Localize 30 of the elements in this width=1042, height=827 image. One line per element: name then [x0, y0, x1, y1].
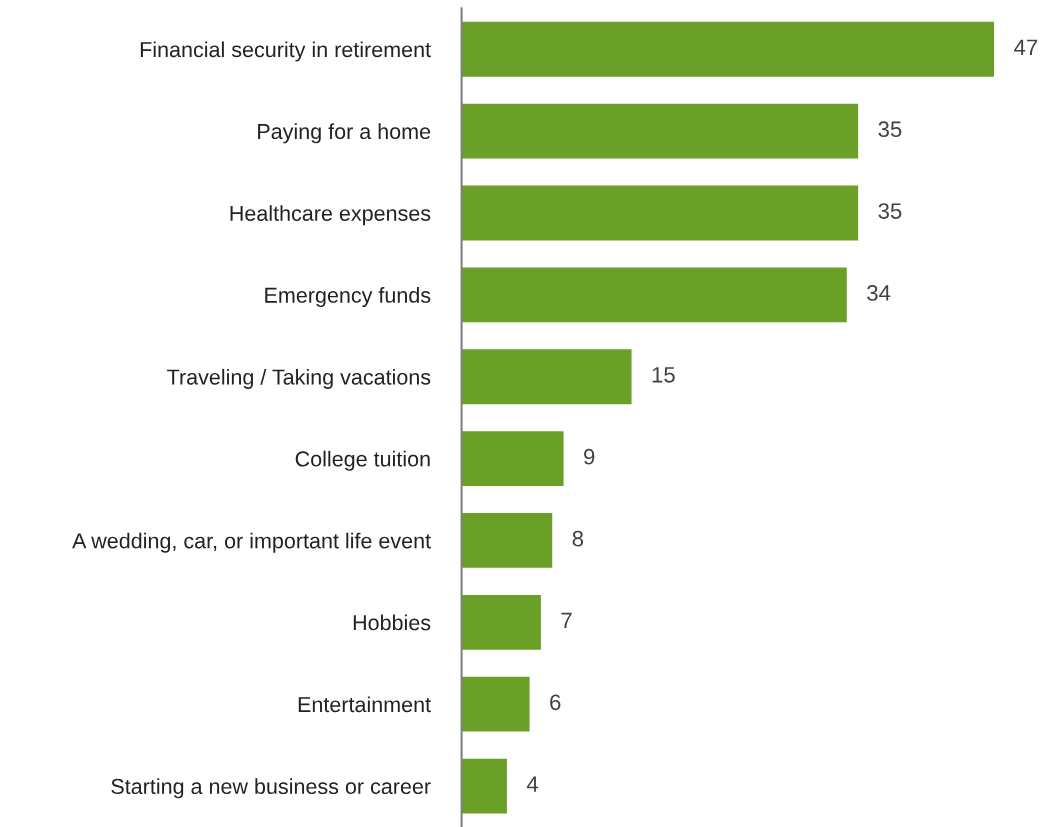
y-tick-label: A wedding, car, or important life event — [72, 532, 431, 553]
y-tick-label: Paying for a home — [258, 123, 431, 144]
data-label: 9 — [584, 448, 595, 465]
bar — [461, 185, 859, 241]
data-label: 47 — [1014, 39, 1038, 55]
data-label: 6 — [550, 694, 561, 711]
bar — [461, 349, 632, 405]
data-label: 35 — [878, 121, 902, 138]
y-tick-label: Traveling / Taking vacations — [167, 368, 431, 389]
bar — [461, 21, 995, 77]
y-tick-label: College tuition — [295, 450, 430, 471]
bar — [461, 594, 541, 650]
bar — [461, 676, 530, 732]
data-label: 34 — [867, 285, 891, 301]
y-tick-label: Hobbies — [353, 614, 431, 631]
bar — [461, 431, 564, 486]
y-tick-label: Entertainment — [298, 696, 431, 713]
bar — [461, 513, 553, 568]
y-tick-label: Starting a new business or career — [111, 778, 431, 799]
data-label: 4 — [526, 776, 539, 792]
data-label: 15 — [652, 367, 675, 383]
y-tick-label: Emergency funds — [265, 287, 431, 308]
y-tick-label: Healthcare expenses — [230, 205, 431, 226]
bar — [461, 267, 847, 323]
data-label: 35 — [878, 203, 902, 219]
y-tick-label: Financial security in retirement — [140, 41, 431, 62]
data-label: 8 — [572, 530, 584, 547]
bar — [461, 103, 859, 159]
bar — [461, 758, 507, 814]
data-label: 7 — [561, 612, 572, 629]
